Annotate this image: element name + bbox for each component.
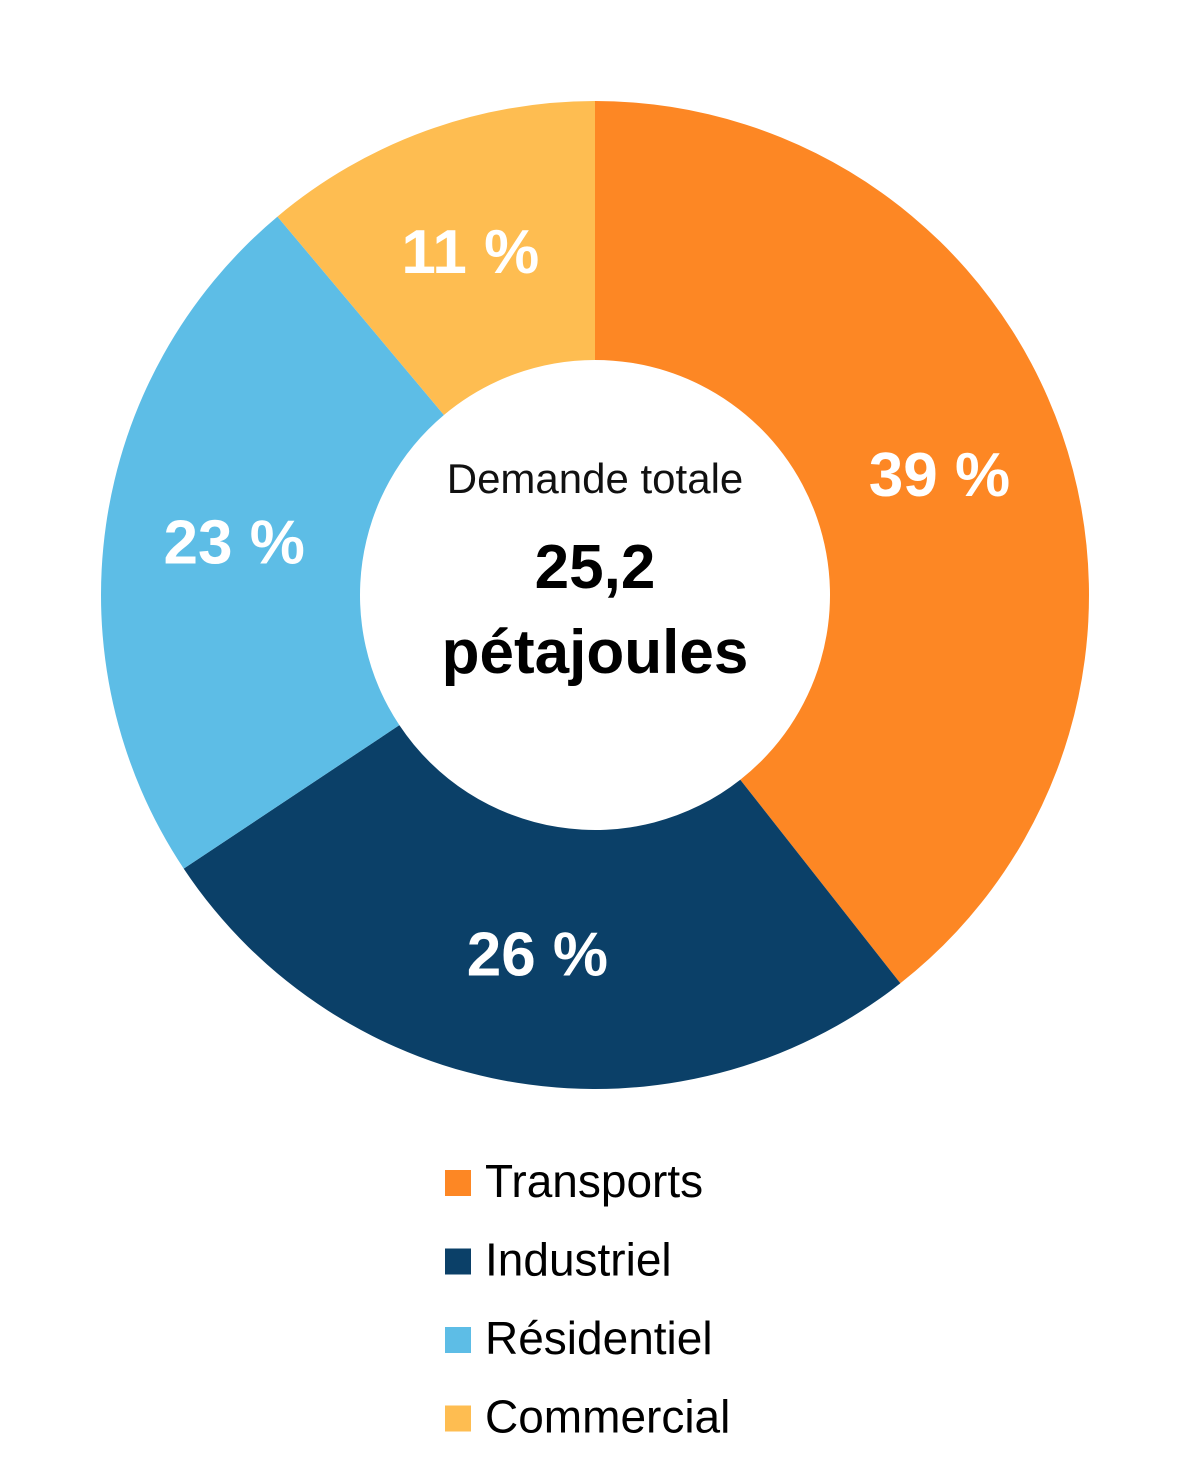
- center-title: Demande totale: [446, 455, 744, 502]
- value-label: 11 %: [401, 218, 539, 287]
- center-value: 25,2 pétajoules: [441, 533, 749, 687]
- value-label: 23 %: [164, 509, 305, 578]
- legend-swatch: [445, 1170, 471, 1196]
- donut-slice: [183, 725, 901, 1089]
- legend-swatch: [445, 1327, 471, 1353]
- legend-swatch: [445, 1248, 471, 1275]
- value-label: 39 %: [869, 441, 1010, 510]
- donut-slice: [595, 101, 1090, 984]
- legend-label: Transports: [485, 1155, 703, 1207]
- legend-label: Industriel: [485, 1234, 672, 1286]
- donut-slice: [100, 216, 444, 869]
- value-label: 26 %: [467, 920, 608, 989]
- legend-label: Commercial: [485, 1391, 730, 1443]
- legend-label: Résidentiel: [485, 1312, 713, 1364]
- legend-swatch: [445, 1405, 471, 1432]
- donut-slice: [277, 101, 595, 415]
